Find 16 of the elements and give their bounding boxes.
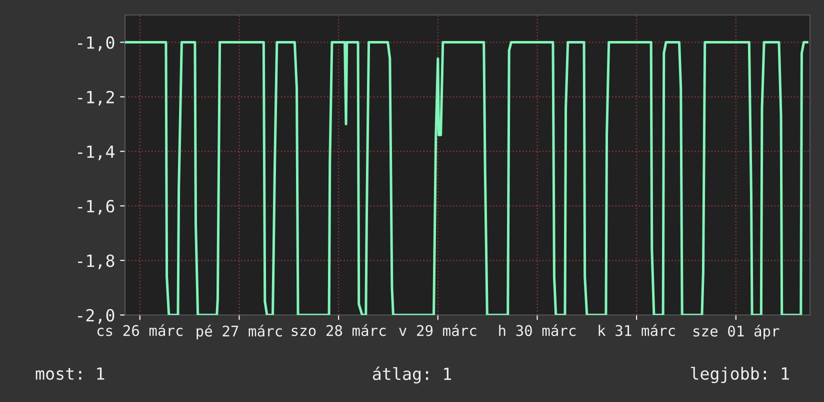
x-tick-label: cs 26 márc — [97, 324, 183, 336]
x-tick-label: szo 28 márc — [292, 324, 386, 336]
y-tick-label: -1,0 — [78, 36, 114, 51]
y-tick-label: -1,8 — [78, 254, 114, 270]
x-tick-label: sze 01 ápr — [694, 324, 780, 340]
text: átlag: 1 — [372, 366, 452, 384]
y-tick-label: -1,2 — [78, 90, 114, 106]
x-tick-label: k 31 márc — [598, 324, 675, 336]
x-tick-label: v 29 márc — [399, 324, 476, 336]
y-tick-label: -1,4 — [78, 146, 114, 160]
text: most: 1 — [36, 367, 104, 380]
x-tick-label: pé 27 márc — [196, 324, 282, 340]
y-tick-label: -2,0 — [78, 309, 114, 324]
y-tick-label: -1,6 — [78, 200, 114, 215]
text: legjobb: 1 — [690, 366, 789, 384]
x-tick-label: h 30 márc — [499, 324, 576, 336]
